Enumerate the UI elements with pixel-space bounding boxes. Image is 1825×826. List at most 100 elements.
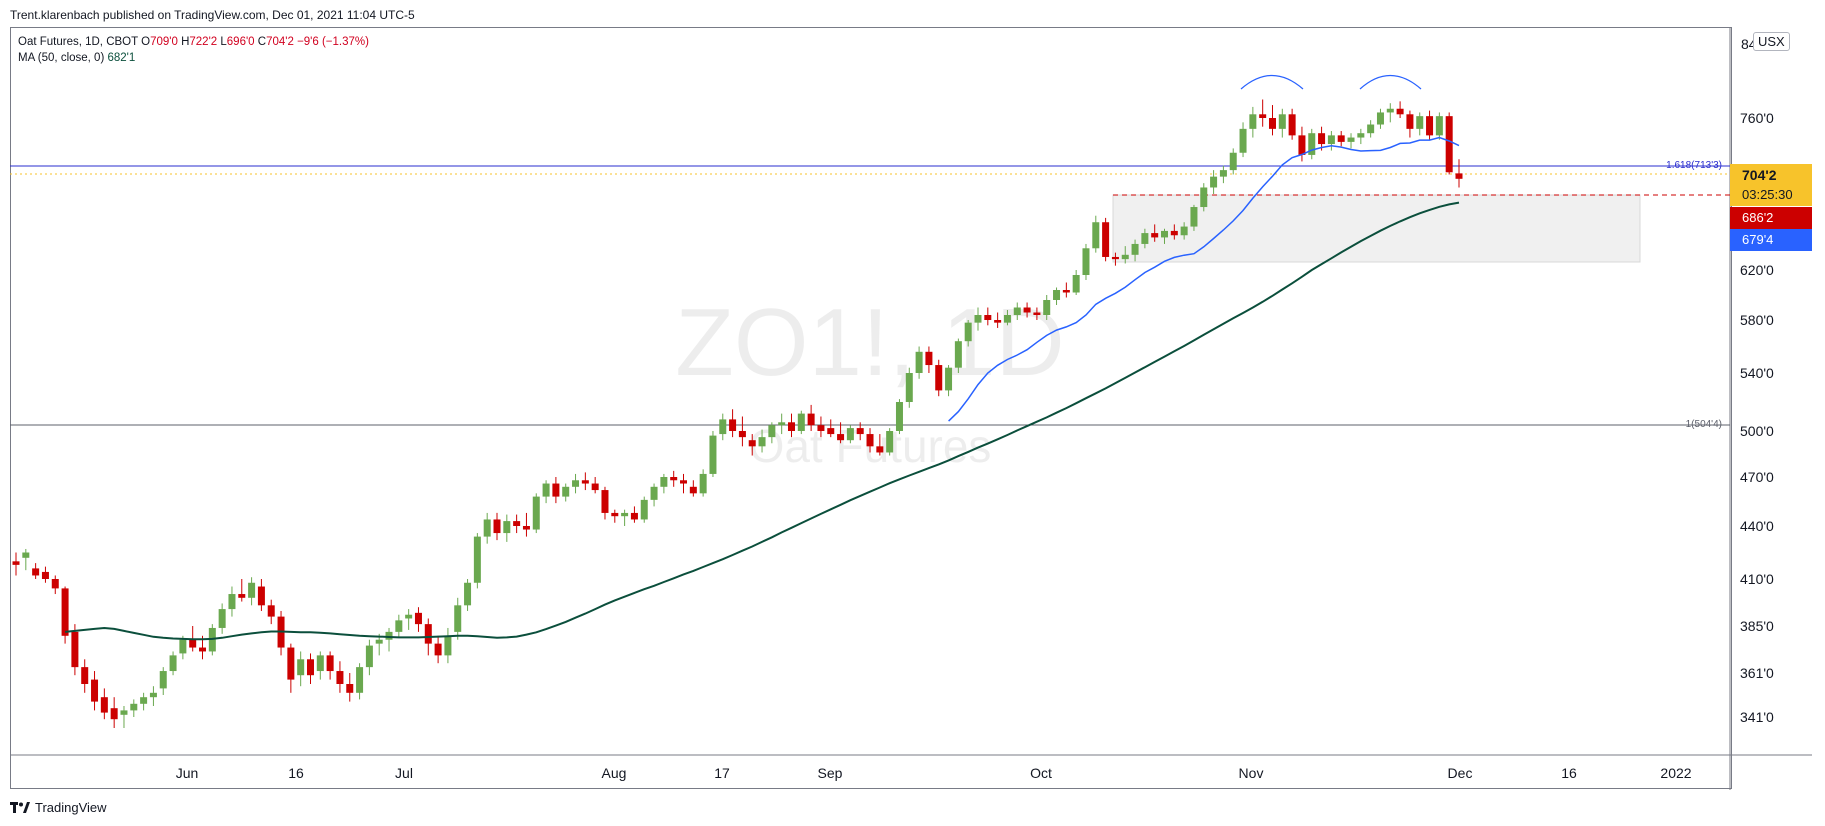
candle-body (473, 536, 481, 583)
candle-body (1318, 133, 1326, 145)
candle-body (306, 659, 314, 676)
candle-body (149, 692, 157, 698)
candle-body (866, 434, 874, 447)
candle-body (297, 659, 305, 676)
bar-countdown: 03:25:30 (1742, 187, 1793, 202)
candle-body (935, 365, 943, 391)
candle-body (709, 435, 717, 474)
candle-body (522, 526, 530, 530)
y-tick-label: 470'0 (1740, 469, 1774, 485)
candle-body (797, 413, 805, 431)
candle-body (414, 612, 422, 625)
y-tick-label: 760'0 (1740, 110, 1774, 126)
candle-body (729, 419, 737, 431)
legend-high-label: H (181, 36, 190, 48)
candle-body (1210, 176, 1218, 188)
candle-body (1239, 128, 1247, 153)
candle-body (267, 605, 275, 617)
candle-body (895, 402, 903, 431)
candle-body (1445, 116, 1453, 173)
candle-body (1337, 135, 1345, 142)
candle-body (1082, 248, 1090, 275)
y-tick-label: 361'0 (1740, 665, 1774, 681)
legend-symbol: Oat Futures, 1D, CBOT (18, 36, 138, 48)
candle-body (1298, 135, 1306, 155)
x-tick-label: Jun (176, 765, 199, 781)
candle-body (32, 568, 40, 576)
candle-body (130, 703, 138, 711)
candle-body (140, 697, 148, 704)
tradingview-logo[interactable]: TradingView (10, 800, 107, 815)
x-tick-label: Sep (818, 765, 843, 781)
candle-body (817, 425, 825, 431)
candle-body (179, 639, 187, 654)
candle-body (542, 483, 550, 497)
candle-body (513, 521, 521, 526)
candle-body (748, 440, 756, 447)
candle-body (1062, 290, 1070, 293)
y-tick-label: 620'0 (1740, 262, 1774, 278)
candle-body (699, 473, 707, 494)
candle-body (454, 605, 462, 632)
candle-body (572, 480, 580, 487)
candle-body (1367, 124, 1375, 134)
legend-high: 722'2 (189, 36, 218, 48)
x-tick-label: Jul (395, 765, 413, 781)
candle-body (964, 322, 972, 342)
y-tick-label: 440'0 (1740, 518, 1774, 534)
x-tick-label: Aug (602, 765, 627, 781)
legend-low-label: L (220, 36, 227, 48)
candle-body (787, 422, 795, 431)
y-tick-label: 580'0 (1740, 312, 1774, 328)
level-tag-blue: 679'4 (1730, 229, 1812, 251)
legend-close: 704'2 (266, 36, 294, 48)
candle-body (660, 477, 668, 487)
candle-body (100, 697, 108, 713)
candle-body (405, 614, 413, 619)
candle-body (424, 624, 432, 644)
candle-body (915, 351, 923, 373)
y-tick-label: 410'0 (1740, 571, 1774, 587)
candle-body (1219, 170, 1227, 177)
x-tick-label: Oct (1030, 765, 1052, 781)
candle-body (199, 647, 207, 652)
x-tick-label: Nov (1239, 765, 1264, 781)
y-tick-label: 500'0 (1740, 423, 1774, 439)
x-tick-label: 16 (288, 765, 304, 781)
candle-body (169, 655, 177, 672)
candle-body (807, 413, 815, 426)
candle-body (670, 477, 678, 481)
legend-ma-value: 682'1 (107, 52, 136, 64)
candle-body (1072, 275, 1080, 293)
candle-body (1435, 116, 1443, 136)
watermark-symbol: ZO1!, 1D (675, 289, 1064, 396)
candle-body (846, 428, 854, 441)
legend-change: −9'6 (−1.37%) (297, 36, 369, 48)
double-top-arc-left (1240, 75, 1304, 90)
candle-body (925, 351, 933, 366)
x-tick-label: 2022 (1660, 765, 1691, 781)
candle-body (1111, 256, 1119, 260)
candle-body (1249, 114, 1257, 129)
chart-frame (10, 27, 1732, 789)
candle-body (228, 594, 236, 610)
candle-body (41, 571, 49, 579)
candle-body (1347, 137, 1355, 142)
candle-body (1180, 226, 1188, 236)
legend-ma-label: MA (50, close, 0) (18, 52, 105, 64)
fast-ma-line (948, 136, 1460, 422)
candle-body (581, 480, 589, 484)
candle-body (532, 496, 540, 530)
candle-body (601, 490, 609, 513)
currency-button[interactable]: USX (1753, 32, 1790, 51)
candle-body (218, 609, 226, 628)
candle-body (248, 582, 256, 598)
candle-body (356, 667, 364, 693)
x-tick-label: 17 (714, 765, 730, 781)
demand-zone-box (1112, 194, 1641, 263)
candle-body (562, 486, 570, 497)
last-price-value: 704'2 (1742, 167, 1777, 183)
candle-body (1278, 114, 1286, 129)
candle-body (336, 671, 344, 684)
